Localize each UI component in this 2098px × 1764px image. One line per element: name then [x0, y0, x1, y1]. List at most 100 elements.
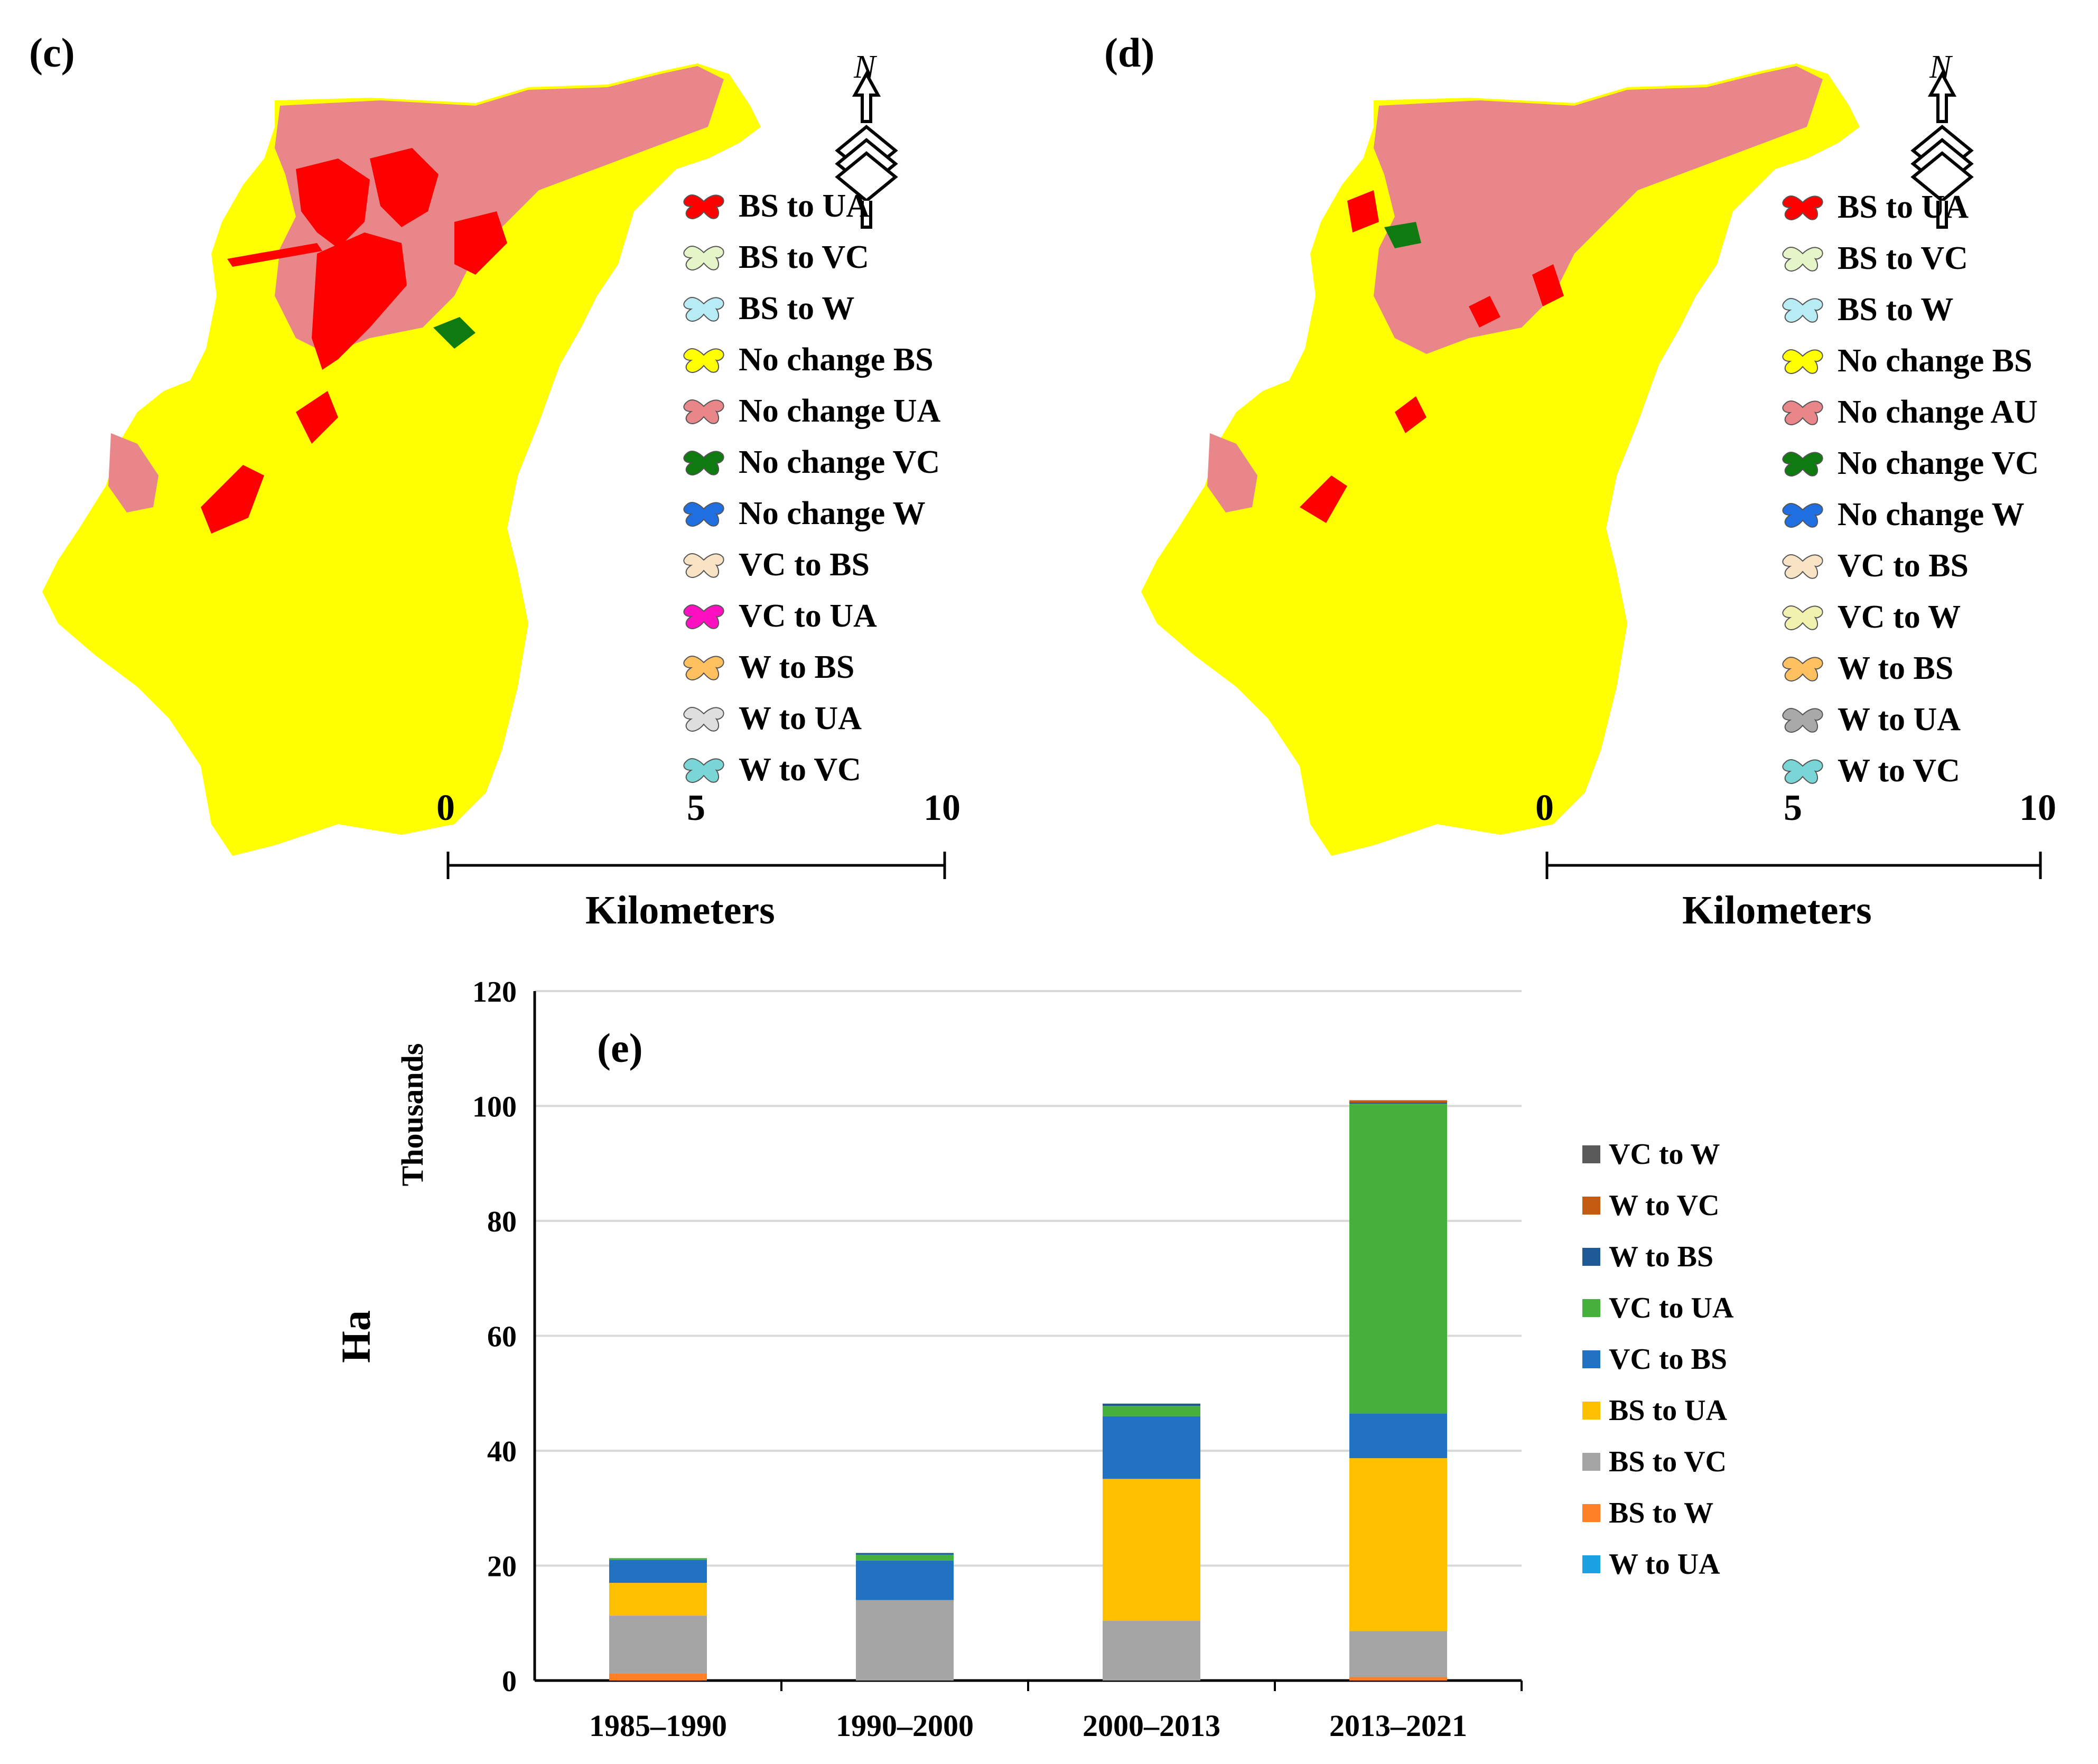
chart-legend-swatch [1582, 1504, 1600, 1522]
y-tick-label: 40 [487, 1435, 517, 1468]
bar-segment [856, 1560, 954, 1600]
chart-legend-swatch [1582, 1197, 1600, 1215]
legend-d-label: BS to VC [1838, 240, 1968, 276]
legend-c-swatch [682, 191, 726, 222]
legend-d-label: VC to W [1838, 599, 1961, 635]
map-c-new-urban-3 [370, 148, 439, 227]
bar-segment [609, 1673, 707, 1681]
chart-legend-swatch [1582, 1248, 1600, 1266]
legend-d-swatch [1780, 346, 1825, 377]
scale-bar-c [446, 852, 946, 879]
legend-d-item: VC to BS [1780, 547, 1969, 585]
legend-c-label: No change W [739, 496, 926, 531]
bar-segment [1349, 1413, 1447, 1459]
legend-d-swatch [1780, 550, 1825, 582]
map-d-new-urban-3 [1395, 396, 1426, 433]
map-c-region [42, 63, 761, 856]
y-tick-label: 60 [487, 1321, 517, 1354]
scale-d-tick-0: 0 [1535, 788, 1554, 828]
legend-c-label: No change VC [739, 444, 940, 480]
legend-c-item: No change W [682, 495, 926, 533]
map-c-land [42, 63, 761, 856]
legend-c-swatch [682, 293, 726, 325]
bar-segment [856, 1553, 954, 1555]
bar-segment [856, 1600, 954, 1681]
legend-d-swatch [1780, 653, 1825, 685]
legend-c-swatch [682, 344, 726, 376]
chart-legend-label: BS to W [1609, 1497, 1714, 1529]
scale-d-tick-5: 5 [1784, 788, 1802, 828]
chart-legend-item: W to VC [1582, 1189, 1720, 1222]
north-arrow-d [1910, 70, 1974, 229]
y-tick-label: 20 [487, 1551, 517, 1583]
chart-legend-swatch [1582, 1555, 1600, 1573]
legend-c-item: W to VC [682, 751, 861, 789]
chart-legend-swatch [1582, 1299, 1600, 1317]
chart-legend-label: W to BS [1609, 1240, 1714, 1273]
y-axis-unit: Thousands [395, 1043, 430, 1187]
legend-c-label: VC to UA [739, 598, 877, 634]
legend-d-label: No change VC [1838, 445, 2039, 481]
legend-d-item: BS to UA [1780, 189, 1969, 226]
x-tick-label: 1990–2000 [836, 1709, 974, 1743]
scale-bar-d [1545, 852, 2042, 879]
legend-d-item: W to UA [1780, 701, 1961, 739]
map-d-land [1141, 63, 1860, 856]
legend-c-label: BS to UA [739, 188, 870, 224]
y-tick-label: 0 [502, 1665, 517, 1698]
scale-d-tick-10: 10 [2019, 788, 2056, 828]
scale-c-unit: Kilometers [585, 888, 775, 932]
x-tick-label: 2000–2013 [1083, 1709, 1220, 1743]
legend-d-item: No change W [1780, 496, 2025, 534]
legend-c-swatch [682, 498, 726, 530]
map-c-urban-sw [108, 433, 158, 512]
legend-c-swatch [682, 447, 726, 479]
bar-segment [856, 1554, 954, 1561]
legend-d-item: BS to VC [1780, 240, 1968, 277]
chart-legend-swatch [1582, 1453, 1600, 1471]
legend-d-item: VC to W [1780, 599, 1961, 636]
legend-d-swatch [1780, 448, 1825, 480]
bar-segment [1103, 1416, 1200, 1479]
legend-d-label: W to UA [1838, 702, 1961, 738]
legend-d-item: No change VC [1780, 445, 2039, 482]
chart-legend-item: W to BS [1582, 1240, 1713, 1274]
chart-legend-swatch [1582, 1350, 1600, 1368]
legend-c-label: BS to W [739, 291, 855, 326]
legend-c-label: No change BS [739, 342, 934, 378]
chart-legend-item: W to UA [1582, 1547, 1720, 1581]
legend-d-item: W to BS [1780, 650, 1953, 687]
chart-legend-label: BS to VC [1609, 1445, 1727, 1478]
legend-d-label: No change W [1838, 497, 2025, 533]
legend-d-swatch [1780, 397, 1825, 428]
legend-c-label: VC to BS [739, 547, 870, 583]
map-d-new-urban-1 [1347, 190, 1379, 232]
legend-c-swatch [682, 242, 726, 274]
x-tick-label: 1985–1990 [589, 1709, 727, 1743]
chart-legend-item: BS to VC [1582, 1445, 1727, 1479]
legend-d-label: No change AU [1838, 394, 2038, 430]
legend-d-swatch [1780, 192, 1825, 223]
panel-c-label: (c) [29, 30, 75, 76]
bar-segment [1349, 1631, 1447, 1677]
legend-c-item: No change VC [682, 444, 940, 481]
bar-segment [609, 1560, 707, 1583]
map-d-new-urban-4 [1532, 264, 1564, 306]
bar-segment [1349, 1104, 1447, 1414]
legend-d-label: W to VC [1838, 753, 1960, 789]
chart-legend-label: VC to UA [1609, 1292, 1734, 1324]
chart-legend-item: BS to UA [1582, 1394, 1727, 1427]
legend-d-label: W to BS [1838, 650, 1954, 686]
legend-c-swatch [682, 754, 726, 786]
legend-d-label: VC to BS [1838, 548, 1969, 584]
scale-d-unit: Kilometers [1682, 888, 1872, 932]
panel-e-label: (e) [597, 1025, 643, 1071]
bar-segment [609, 1558, 707, 1560]
bar-segment [1349, 1458, 1447, 1631]
bar-segment [1103, 1406, 1200, 1416]
map-c-new-urban-1 [296, 158, 370, 248]
y-tick-label: 100 [472, 1091, 517, 1124]
legend-d-label: No change BS [1838, 343, 2032, 379]
